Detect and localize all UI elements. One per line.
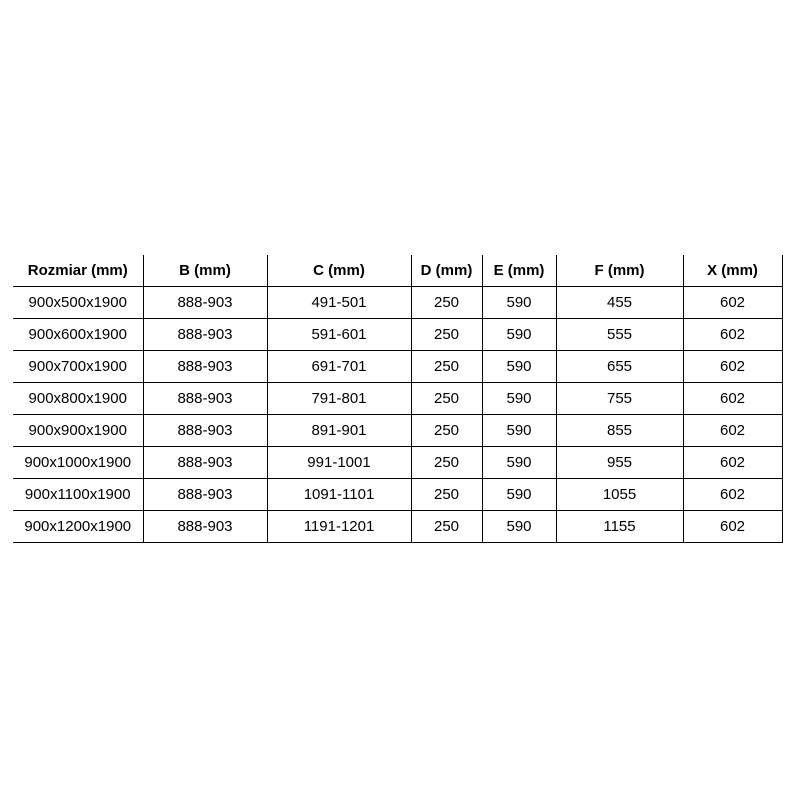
- table-cell: 900x1000x1900: [13, 446, 144, 479]
- table-cell: 991-1001: [266, 446, 412, 479]
- table-row: 900x900x1900 888-903 891-901 250 590 855 602: [13, 414, 783, 447]
- table-row: 900x500x1900 888-903 491-501 250 590 455 602: [13, 286, 783, 319]
- table-cell: 590: [481, 414, 557, 447]
- table-cell: 455: [555, 286, 684, 319]
- table-cell: 900x1100x1900: [13, 478, 144, 511]
- table-cell: 900x1200x1900: [13, 510, 144, 543]
- table-cell: 1091-1101: [266, 478, 412, 511]
- column-header: D (mm): [410, 255, 483, 287]
- table-cell: 590: [481, 318, 557, 351]
- table-cell: 888-903: [142, 446, 268, 479]
- table-cell: 888-903: [142, 318, 268, 351]
- table-cell: 1155: [555, 510, 684, 543]
- table-cell: 655: [555, 350, 684, 383]
- column-header: B (mm): [142, 255, 268, 287]
- table-body: 900x500x1900 888-903 491-501 250 590 455 602 90…: [13, 286, 783, 543]
- table-cell: 900x900x1900: [13, 414, 144, 447]
- column-header: Rozmiar (mm): [13, 255, 144, 287]
- table-cell: 590: [481, 478, 557, 511]
- table-row: 900x800x1900 888-903 791-801 250 590 755 602: [13, 382, 783, 415]
- table-cell: 888-903: [142, 478, 268, 511]
- table-cell: 1055: [555, 478, 684, 511]
- table-cell: 602: [682, 350, 783, 383]
- table-cell: 602: [682, 414, 783, 447]
- table-cell: 755: [555, 382, 684, 415]
- table-cell: 250: [410, 286, 483, 319]
- table-cell: 602: [682, 382, 783, 415]
- table-cell: 900x500x1900: [13, 286, 144, 319]
- table-cell: 602: [682, 478, 783, 511]
- table-cell: 250: [410, 350, 483, 383]
- table-cell: 602: [682, 446, 783, 479]
- table-cell: 250: [410, 382, 483, 415]
- table-row: 900x1200x1900 888-903 1191-1201 250 590 1155 6…: [13, 510, 783, 543]
- table-cell: 250: [410, 446, 483, 479]
- table-cell: 590: [481, 382, 557, 415]
- table-cell: 491-501: [266, 286, 412, 319]
- table-cell: 900x800x1900: [13, 382, 144, 415]
- column-header: E (mm): [481, 255, 557, 287]
- table-row: 900x600x1900 888-903 591-601 250 590 555 602: [13, 318, 783, 351]
- table-header-row: Rozmiar (mm) B (mm) C (mm) D (mm) E (mm) F (m…: [13, 255, 783, 287]
- dimensions-table: Rozmiar (mm) B (mm) C (mm) D (mm) E (mm) F (m…: [13, 255, 783, 543]
- table-cell: 250: [410, 414, 483, 447]
- table-row: 900x700x1900 888-903 691-701 250 590 655 602: [13, 350, 783, 383]
- table-cell: 900x600x1900: [13, 318, 144, 351]
- table-cell: 602: [682, 286, 783, 319]
- table-cell: 250: [410, 318, 483, 351]
- table-cell: 602: [682, 510, 783, 543]
- table-cell: 791-801: [266, 382, 412, 415]
- table-cell: 590: [481, 510, 557, 543]
- column-header: F (mm): [555, 255, 684, 287]
- table-cell: 250: [410, 510, 483, 543]
- table-cell: 900x700x1900: [13, 350, 144, 383]
- table-cell: 590: [481, 286, 557, 319]
- table-cell: 602: [682, 318, 783, 351]
- table-cell: 691-701: [266, 350, 412, 383]
- table-cell: 955: [555, 446, 684, 479]
- table-cell: 888-903: [142, 382, 268, 415]
- table-cell: 591-601: [266, 318, 412, 351]
- table-row: 900x1100x1900 888-903 1091-1101 250 590 1055 6…: [13, 478, 783, 511]
- table-cell: 888-903: [142, 510, 268, 543]
- column-header: X (mm): [682, 255, 783, 287]
- table-cell: 590: [481, 446, 557, 479]
- table-cell: 891-901: [266, 414, 412, 447]
- table-cell: 250: [410, 478, 483, 511]
- table-cell: 555: [555, 318, 684, 351]
- table-cell: 590: [481, 350, 557, 383]
- table-cell: 855: [555, 414, 684, 447]
- table-cell: 888-903: [142, 350, 268, 383]
- table-row: 900x1000x1900 888-903 991-1001 250 590 955 602: [13, 446, 783, 479]
- table-cell: 888-903: [142, 414, 268, 447]
- column-header: C (mm): [266, 255, 412, 287]
- table-cell: 1191-1201: [266, 510, 412, 543]
- table-cell: 888-903: [142, 286, 268, 319]
